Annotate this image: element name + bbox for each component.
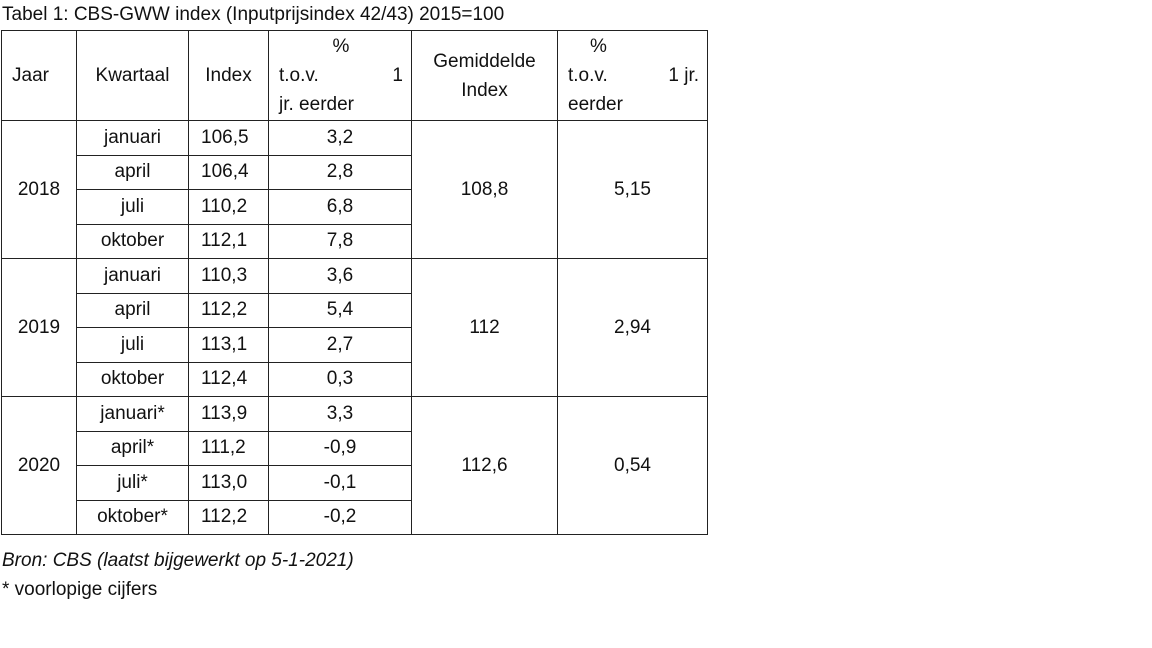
avg-index-cell: 112 [411, 258, 558, 397]
header-pct-jr-eerder: jr. eerder [279, 94, 354, 115]
table-caption: Tabel 1: CBS-GWW index (Inputprijsindex … [2, 4, 505, 25]
index-cell: 106,4 [188, 154, 269, 190]
table-row: 2019 januari 110,3 3,6 112 2,94 [1, 258, 708, 397]
table-row: 2020 januari* 113,9 3,3 112,6 0,54 [1, 396, 708, 535]
year-cell: 2018 [1, 120, 77, 259]
kwartaal-cell: april* [76, 430, 189, 466]
kwartaal-cell: oktober [76, 223, 189, 259]
table-row: oktober* 112,2 -0,2 [2, 499, 708, 535]
pct-change-cell: -0,2 [268, 499, 412, 535]
index-table: Jaar Kwartaal Index % t.o.v. 1 jr. eerde… [1, 30, 708, 535]
pct-change-cell: 2,8 [268, 154, 412, 190]
header-index: Index [188, 30, 269, 121]
header-pct2-tov: t.o.v. [568, 65, 608, 86]
header-pct-tov: t.o.v. [279, 65, 319, 86]
table-row: april 112,2 5,4 [2, 292, 708, 328]
header-pct2-sign: % [590, 36, 607, 57]
index-cell: 112,2 [188, 499, 269, 535]
table-row: april* 111,2 -0,9 [2, 430, 708, 466]
index-cell: 113,1 [188, 327, 269, 363]
table-row: oktober 112,4 0,3 [2, 361, 708, 397]
header-jaar: Jaar [1, 30, 77, 121]
header-gem-line1: Gemiddelde [433, 50, 536, 72]
table-row: juli 113,1 2,7 [2, 327, 708, 363]
avg-index-cell: 108,8 [411, 120, 558, 259]
kwartaal-cell: oktober* [76, 499, 189, 535]
year-cell: 2020 [1, 396, 77, 535]
header-pct2-eerder: eerder [568, 94, 623, 115]
header-pct2-change: % t.o.v. 1 jr. eerder [557, 30, 708, 121]
avg-pct-change-cell: 2,94 [557, 258, 708, 397]
pct-change-cell: 2,7 [268, 327, 412, 363]
header-pct2-1jr: 1 jr. [668, 65, 699, 86]
kwartaal-cell: januari [76, 120, 189, 156]
header-gemiddelde-index: Gemiddelde Index [411, 30, 558, 121]
kwartaal-cell: juli [76, 327, 189, 363]
kwartaal-cell: januari [76, 258, 189, 294]
avg-pct-change-cell: 0,54 [557, 396, 708, 535]
kwartaal-cell: juli* [76, 465, 189, 501]
kwartaal-cell: juli [76, 189, 189, 225]
kwartaal-cell: april [76, 154, 189, 190]
header-gem-line2: Index [461, 79, 508, 101]
header-kwartaal: Kwartaal [76, 30, 189, 121]
pct-change-cell: -0,9 [268, 430, 412, 466]
table-row: oktober 112,1 7,8 [2, 223, 708, 259]
table-row: juli* 113,0 -0,1 [2, 465, 708, 501]
table-row: juli 110,2 6,8 [2, 189, 708, 225]
footnote: * voorlopige cijfers [2, 579, 158, 600]
index-cell: 113,9 [188, 396, 269, 432]
table-row: april 106,4 2,8 [2, 154, 708, 190]
pct-change-cell: 0,3 [268, 361, 412, 397]
year-cell: 2019 [1, 258, 77, 397]
avg-index-cell: 112,6 [411, 396, 558, 535]
index-cell: 112,4 [188, 361, 269, 397]
index-cell: 111,2 [188, 430, 269, 466]
index-cell: 113,0 [188, 465, 269, 501]
pct-change-cell: 6,8 [268, 189, 412, 225]
index-cell: 110,3 [188, 258, 269, 294]
pct-change-cell: 7,8 [268, 223, 412, 259]
header-pct-1: 1 [392, 65, 403, 86]
header-pct-sign: % [332, 36, 350, 57]
pct-change-cell: 3,6 [268, 258, 412, 294]
source-note: Bron: CBS (laatst bijgewerkt op 5-1-2021… [2, 550, 354, 571]
header-row: Jaar Kwartaal Index % t.o.v. 1 jr. eerde… [1, 30, 708, 121]
table-row: 2018 januari 106,5 3,2 108,8 5,15 [1, 120, 708, 259]
index-cell: 110,2 [188, 189, 269, 225]
pct-change-cell: 3,2 [268, 120, 412, 156]
pct-change-cell: -0,1 [268, 465, 412, 501]
avg-pct-change-cell: 5,15 [557, 120, 708, 259]
kwartaal-cell: oktober [76, 361, 189, 397]
index-cell: 112,1 [188, 223, 269, 259]
index-cell: 112,2 [188, 292, 269, 328]
pct-change-cell: 5,4 [268, 292, 412, 328]
header-pct-change: % t.o.v. 1 jr. eerder [268, 30, 412, 121]
kwartaal-cell: april [76, 292, 189, 328]
kwartaal-cell: januari* [76, 396, 189, 432]
pct-change-cell: 3,3 [268, 396, 412, 432]
index-cell: 106,5 [188, 120, 269, 156]
